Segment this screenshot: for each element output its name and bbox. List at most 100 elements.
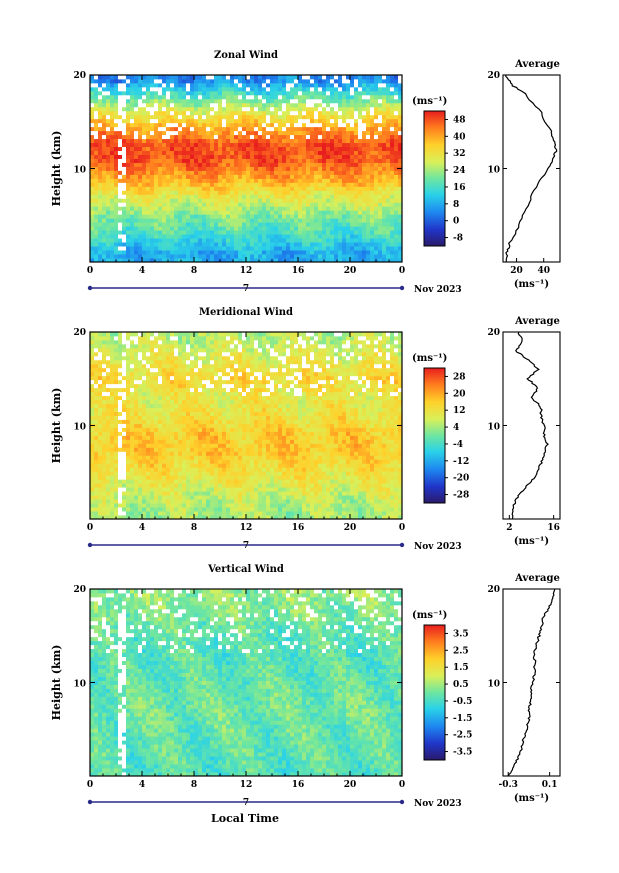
average-frame	[502, 588, 561, 777]
average-x-tick: 2	[506, 523, 512, 533]
average-y-tick: 20	[487, 71, 500, 81]
average-y-tick: 20	[487, 328, 500, 338]
x-tick-label: 0	[399, 266, 405, 276]
colorbar-tick-label: 40	[453, 132, 466, 142]
colorbar-tick-label: -2.5	[453, 731, 472, 741]
x-tick-label: 4	[139, 523, 145, 533]
day-label: 7	[243, 541, 249, 551]
colorbar-tick-label: 16	[453, 183, 466, 193]
x-tick-label: 12	[240, 780, 253, 790]
colorbar-tick-label: 0.5	[453, 680, 469, 690]
x-tick-label: 0	[87, 266, 93, 276]
panel-title: Zonal Wind	[214, 50, 278, 61]
colorbar-tick-label: 4	[453, 423, 459, 433]
average-unit: (ms⁻¹)	[514, 793, 549, 804]
colorbar-unit: (ms⁻¹)	[412, 96, 447, 107]
x-tick-label: 0	[87, 523, 93, 533]
heatmap	[90, 75, 403, 263]
average-x-tick: 40	[537, 266, 550, 276]
colorbar-tick-label: -12	[453, 457, 469, 467]
y-tick-label: 10	[73, 423, 86, 433]
x-tick-label: 8	[191, 523, 197, 533]
average-profile-line	[511, 331, 549, 520]
x-tick-label: 0	[87, 780, 93, 790]
x-tick-label: 4	[139, 266, 145, 276]
x-tick-label: 0	[399, 523, 405, 533]
average-y-tick: 10	[487, 166, 500, 176]
average-profile-line	[508, 588, 556, 777]
x-axis-label: Local Time	[211, 812, 279, 825]
x-tick-label: 16	[292, 780, 305, 790]
colorbar-tick-label: 20	[453, 389, 466, 399]
average-y-tick: 10	[487, 680, 500, 690]
average-unit: (ms⁻¹)	[514, 279, 549, 290]
average-title: Average	[514, 59, 560, 70]
average-frame	[502, 331, 561, 520]
colorbar-tick-label: -3.5	[453, 748, 472, 758]
x-tick-label: 12	[240, 523, 253, 533]
x-tick-label: 16	[292, 523, 305, 533]
y-tick-label: 20	[73, 328, 86, 338]
day-label: 7	[243, 284, 249, 294]
date-label: Nov 2023	[414, 285, 462, 295]
average-y-tick: 10	[487, 423, 500, 433]
panel-2: Vertical Wind Height (km) 20 10 0 4 8 12 16 20 0 7 N…	[50, 564, 561, 809]
colorbar-tick-label: -0.5	[453, 697, 472, 707]
colorbar-tick-label: 3.5	[453, 629, 469, 639]
colorbar	[423, 367, 446, 504]
colorbar-tick-label: -20	[453, 474, 469, 484]
x-tick-label: 20	[344, 780, 357, 790]
heatmap	[90, 589, 403, 777]
day-label: 7	[243, 798, 249, 808]
x-tick-label: 4	[139, 780, 145, 790]
panel-1: Meridional Wind Height (km) 20 10 0 4 8 12 16 20 0…	[50, 307, 561, 552]
colorbar-tick-label: 12	[453, 406, 466, 416]
y-tick-label: 10	[73, 166, 86, 176]
average-x-tick: 0.1	[542, 780, 558, 790]
x-tick-label: 12	[240, 266, 253, 276]
x-tick-label: 8	[191, 266, 197, 276]
average-x-tick: -0.3	[498, 780, 517, 790]
colorbar-unit: (ms⁻¹)	[412, 610, 447, 621]
average-x-tick: 20	[510, 266, 523, 276]
colorbar-tick-label: 32	[453, 149, 466, 159]
heatmap	[90, 332, 403, 520]
x-tick-label: 0	[399, 780, 405, 790]
colorbar	[423, 624, 446, 761]
colorbar-tick-label: 1.5	[453, 663, 469, 673]
average-profile-line	[505, 74, 558, 263]
average-y-tick: 20	[487, 585, 500, 595]
colorbar-tick-label: 48	[453, 115, 466, 125]
average-frame	[502, 74, 561, 263]
colorbar-tick-label: 24	[453, 166, 466, 176]
x-tick-label: 8	[191, 780, 197, 790]
average-x-tick: 16	[547, 523, 560, 533]
colorbar-tick-label: -4	[453, 440, 463, 450]
colorbar-tick-label: 28	[453, 372, 466, 382]
colorbar-tick-label: 2.5	[453, 646, 469, 656]
colorbar-unit: (ms⁻¹)	[412, 353, 447, 364]
average-title: Average	[514, 316, 560, 327]
x-tick-label: 20	[344, 523, 357, 533]
x-tick-label: 20	[344, 266, 357, 276]
y-tick-label: 20	[73, 71, 86, 81]
date-label: Nov 2023	[414, 542, 462, 552]
x-tick-label: 16	[292, 266, 305, 276]
colorbar-tick-label: -28	[453, 491, 469, 501]
y-tick-label: 10	[73, 680, 86, 690]
colorbar-tick-label: 0	[453, 217, 459, 227]
colorbar-tick-label: -1.5	[453, 714, 472, 724]
y-axis-label: Height (km)	[50, 388, 63, 464]
date-label: Nov 2023	[414, 799, 462, 809]
average-unit: (ms⁻¹)	[514, 536, 549, 547]
y-axis-label: Height (km)	[50, 645, 63, 721]
colorbar-tick-label: -8	[453, 234, 463, 244]
panel-title: Vertical Wind	[207, 564, 284, 575]
y-tick-label: 20	[73, 585, 86, 595]
average-title: Average	[514, 573, 560, 584]
panel-title: Meridional Wind	[199, 307, 293, 318]
y-axis-label: Height (km)	[50, 131, 63, 207]
colorbar-tick-label: 8	[453, 200, 459, 210]
